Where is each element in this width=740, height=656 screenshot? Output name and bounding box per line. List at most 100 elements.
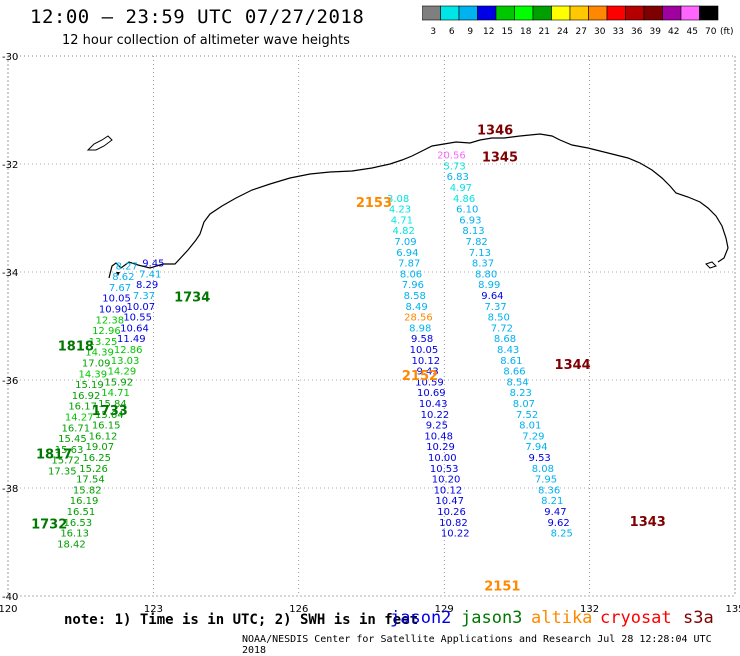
colorbar-swatch: [699, 5, 719, 21]
island-outline: [116, 272, 120, 276]
pass-time-label: 1818: [58, 339, 94, 354]
lon-tick-label: 123: [144, 604, 163, 615]
wave-height-value: 13.25: [89, 337, 118, 348]
wave-height-value: 10.64: [120, 323, 149, 334]
wave-height-value: 7.09: [394, 237, 416, 248]
pass-time-label: 1734: [174, 291, 210, 306]
pass-time-label: 1733: [92, 404, 128, 419]
pass-time-label: 1817: [36, 447, 72, 462]
map-subtitle: 12 hour collection of altimeter wave hei…: [62, 33, 350, 48]
wave-height-value: 14.29: [108, 367, 137, 378]
wave-height-value: 12.86: [114, 345, 143, 356]
wave-height-value: 6.83: [447, 172, 469, 183]
wave-height-value: 11.49: [117, 334, 146, 345]
wave-height-value: 14.27: [65, 413, 94, 424]
lon-tick-label: 135: [725, 604, 740, 615]
wave-height-value: 8.58: [404, 291, 426, 302]
wave-height-value: 10.90: [99, 305, 128, 316]
wave-height-value: 8.21: [541, 496, 563, 507]
wave-height-value: 7.37: [484, 302, 506, 313]
map-title: 12:00 – 23:59 UTC 07/27/2018: [30, 6, 365, 28]
wave-height-value: 16.15: [92, 421, 121, 432]
wave-height-value: 7.37: [133, 291, 155, 302]
wave-height-value: 10.22: [441, 529, 470, 540]
wave-height-value: 8.99: [478, 280, 500, 291]
wave-height-value: 8.06: [400, 269, 422, 280]
colorbar-label: 70: [705, 27, 717, 37]
colorbar-label: 30: [594, 27, 606, 37]
wave-height-value: 10.00: [428, 453, 457, 464]
map-frame: [7, 55, 736, 597]
wave-height-value: 14.71: [101, 388, 130, 399]
wave-height-value: 17.35: [48, 467, 77, 478]
wave-height-value: 6.93: [459, 215, 481, 226]
wave-height-value: 9.62: [547, 518, 569, 529]
wave-height-value: 12.38: [95, 315, 124, 326]
wave-height-value: 10.29: [426, 442, 455, 453]
wave-height-value: 7.13: [469, 248, 491, 259]
wave-height-value: 10.59: [415, 377, 444, 388]
wave-height-value: 15.82: [73, 485, 102, 496]
wave-height-value: 16.25: [82, 453, 111, 464]
wave-height-value: 4.82: [393, 226, 415, 237]
colorbar-label: 39: [650, 27, 662, 37]
wave-height-value: 12.96: [92, 326, 121, 337]
pass-time-label: 1732: [31, 518, 67, 533]
wave-height-value: 6.94: [396, 248, 418, 259]
wave-height-value: 10.20: [432, 475, 461, 486]
wave-height-value: 7.52: [516, 410, 538, 421]
wave-height-value: 9.47: [544, 507, 566, 518]
wave-height-value: 8.29: [136, 280, 158, 291]
wave-height-value: 7.96: [402, 280, 424, 291]
colorbar-label: 42: [668, 27, 679, 37]
coastline: [108, 133, 729, 279]
wave-height-value: 8.13: [462, 226, 484, 237]
wave-height-value: 14.39: [78, 369, 107, 380]
lat-tick-label: -32: [2, 160, 18, 171]
wave-height-value: 16.51: [67, 507, 96, 518]
wave-height-value: 10.55: [123, 313, 152, 324]
pass-time-label: 1345: [482, 150, 518, 165]
wave-height-value: 6.10: [456, 205, 478, 216]
colorbar-label: 6: [449, 27, 455, 37]
wave-height-value: 8.80: [475, 269, 497, 280]
wave-height-value: 17.09: [82, 359, 111, 370]
wave-height-value: 7.95: [535, 475, 557, 486]
colorbar-label: 21: [539, 27, 550, 37]
wave-height-value: 8.66: [503, 367, 525, 378]
wave-height-value: 10.47: [435, 496, 464, 507]
wave-height-value: 10.05: [410, 345, 439, 356]
island-outline: [705, 261, 717, 269]
pass-time-label: 2153: [356, 196, 392, 211]
lat-tick-label: -30: [2, 52, 18, 63]
lat-tick-label: -36: [2, 376, 18, 387]
wave-height-value: 20.56: [437, 151, 466, 162]
lat-tick-label: -40: [2, 592, 18, 603]
wave-height-value: 15.84: [98, 399, 127, 410]
wave-height-value: 16.12: [89, 431, 118, 442]
wave-height-value: 10.07: [126, 302, 155, 313]
legend-altika: altika: [531, 608, 593, 628]
colorbar-label: 9: [467, 27, 473, 37]
legend-s3a: s3a: [683, 608, 714, 628]
lon-tick-label: 120: [0, 604, 18, 615]
wave-height-value: 8.01: [519, 421, 541, 432]
wave-height-value: 8.37: [472, 259, 494, 270]
colorbar-label: 27: [576, 27, 587, 37]
colorbar-unit: (ft): [720, 27, 734, 37]
wave-height-value: 14.39: [85, 348, 114, 359]
wave-height-value: 9.43: [416, 367, 438, 378]
legend-jason2: jason2: [390, 608, 452, 628]
colorbar-label: 12: [483, 27, 494, 37]
wave-height-value: 16.53: [63, 518, 92, 529]
colorbar-label: 36: [631, 27, 643, 37]
wave-height-value: 8.62: [112, 272, 134, 283]
wave-height-value: 17.54: [76, 475, 105, 486]
wave-height-value: 10.53: [430, 464, 459, 475]
legend-cryosat: cryosat: [600, 608, 672, 628]
wave-height-value: 9.58: [411, 334, 433, 345]
wave-height-value: 8.23: [510, 388, 532, 399]
pass-time-label: 1346: [477, 123, 513, 138]
lon-tick-label: 132: [580, 604, 599, 615]
